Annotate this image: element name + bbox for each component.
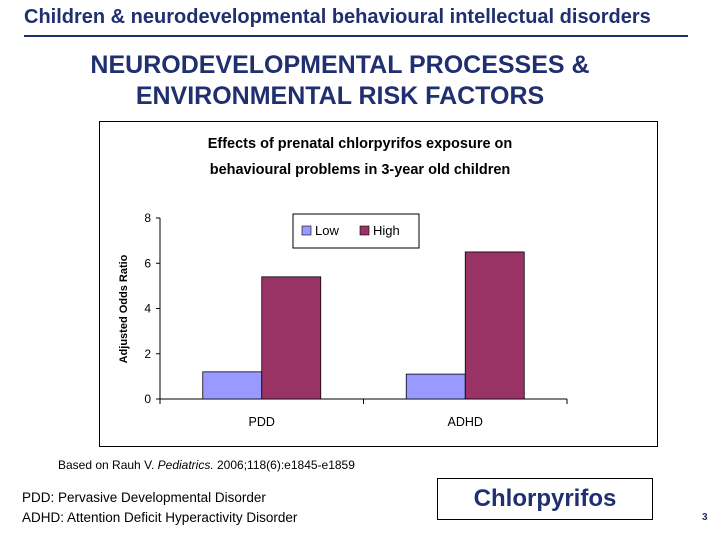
chemical-label: Chlorpyrifos [473,485,617,512]
legend: Low High [292,213,420,249]
slide-title: NEURODEVELOPMENTAL PROCESSES & ENVIRONME… [40,50,640,112]
y-tick-label: 0 [144,392,151,406]
chart-title-line-1: Effects of prenatal chlorpyrifos exposur… [208,136,513,152]
slide-title-line-2: ENVIRONMENTAL RISK FACTORS [135,82,545,110]
page-number: 3 [702,512,708,523]
x-tick-label: ADHD [448,415,483,429]
slide-title-line-1: NEURODEVELOPMENTAL PROCESSES & [90,51,590,79]
y-tick-label: 4 [144,302,151,316]
reference-journal: Pediatrics. [157,458,214,472]
legend-box [292,213,420,249]
legend-swatch-high [359,225,370,236]
legend-label-low: Low [315,223,339,238]
x-tick-label: PDD [249,415,275,429]
bar-chart: Effects of prenatal chlorpyrifos exposur… [118,136,568,429]
legend-label-high: High [373,223,400,238]
y-axis-label: Adjusted Odds Ratio [118,254,130,363]
y-tick-label: 8 [144,211,151,225]
bar-low-pdd [202,371,263,400]
reference-citation: Based on Rauh V. Pediatrics. 2006;118(6)… [58,458,355,472]
chemical-label-box: Chlorpyrifos [437,478,653,520]
bar-low-adhd [405,373,466,400]
header-title: Children & neurodevelopmental behavioura… [24,6,651,28]
bar-high-adhd [464,251,525,400]
header-divider [24,35,688,37]
reference-prefix: Based on Rauh V. [58,458,158,472]
y-tick-label: 6 [144,256,151,270]
abbreviation-pdd: PDD: Pervasive Developmental Disorder [22,490,266,505]
bar-high-pdd [261,276,322,400]
legend-swatch-low [301,225,312,236]
y-tick-label: 2 [144,347,151,361]
reference-suffix: 2006;118(6):e1845-e1859 [213,458,355,472]
chart-frame: Effects of prenatal chlorpyrifos exposur… [99,121,658,447]
abbreviation-adhd: ADHD: Attention Deficit Hyperactivity Di… [22,510,298,525]
chart-title-line-2: behavioural problems in 3-year old child… [210,162,511,178]
